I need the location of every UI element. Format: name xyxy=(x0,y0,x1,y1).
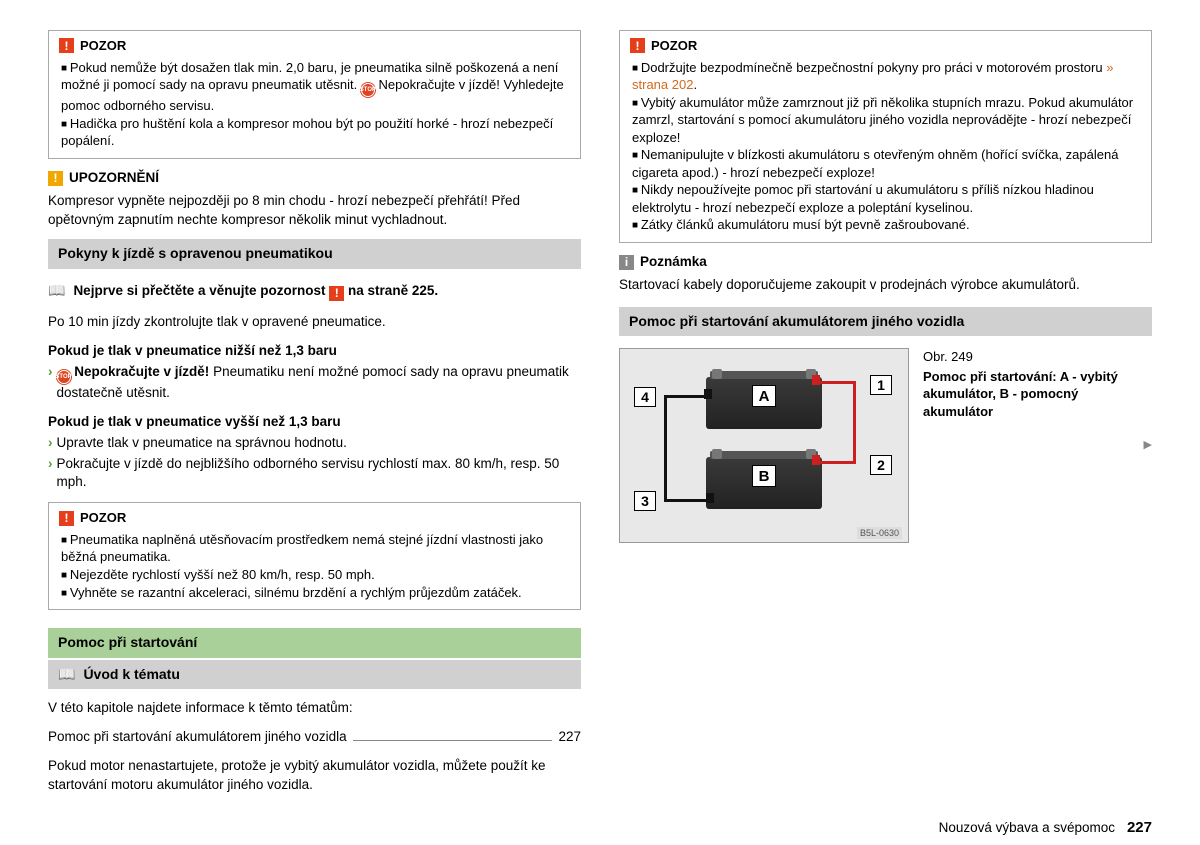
list-item: Zátky článků akumulátoru musí být pevně … xyxy=(632,216,1141,234)
warning-icon: ! xyxy=(59,511,74,526)
note-title: Poznámka xyxy=(640,253,707,272)
battery-label-b: B xyxy=(752,465,776,487)
battery-label-a: A xyxy=(752,385,776,407)
list-item: ›STOP Nepokračujte v jízdě! Pneumatiku n… xyxy=(48,363,581,403)
list-item: Vybitý akumulátor může zamrznout již při… xyxy=(632,94,1141,147)
battery-a: A xyxy=(706,377,822,429)
chevron-icon: › xyxy=(48,363,53,403)
clamp-icon xyxy=(812,375,820,385)
warning-title: POZOR xyxy=(80,509,126,527)
note-text: Startovací kabely doporučujeme zakoupit … xyxy=(619,276,1152,295)
warning-items: Pneumatika naplněná utěsňovacím prostřed… xyxy=(59,531,570,601)
figure-caption: Obr. 249 Pomoc při startování: A - vybit… xyxy=(923,348,1130,543)
list-item: Pokud nemůže být dosažen tlak min. 2,0 b… xyxy=(61,59,570,115)
notice-text: Kompresor vypněte nejpozději po 8 min ch… xyxy=(48,192,581,230)
cable-black xyxy=(664,499,710,502)
list-item: ›Upravte tlak v pneumatice na správnou h… xyxy=(48,434,581,453)
clamp-icon xyxy=(706,493,714,503)
right-column: ! POZOR Dodržujte bezpodmínečně bezpečno… xyxy=(619,30,1152,805)
list-item: Hadička pro huštění kola a kompresor moh… xyxy=(61,115,570,150)
book-icon xyxy=(48,281,65,301)
outro-text: Pokud motor nenastartujete, protože je v… xyxy=(48,757,581,795)
toc-page: 227 xyxy=(558,728,581,747)
figure-code: B5L-0630 xyxy=(857,527,902,540)
warning-box-pozor-right: ! POZOR Dodržujte bezpodmínečně bezpečno… xyxy=(619,30,1152,243)
footer-page-number: 227 xyxy=(1127,817,1152,838)
stop-icon: STOP xyxy=(57,370,71,384)
subsection-title: Úvod k tématu xyxy=(83,665,179,685)
warning-icon: ! xyxy=(630,38,645,53)
warning-items: Pokud nemůže být dosažen tlak min. 2,0 b… xyxy=(59,59,570,150)
page-footer: Nouzová výbava a svépomoc 227 xyxy=(48,805,1152,838)
list-item: Nemanipulujte v blízkosti akumulátoru s … xyxy=(632,146,1141,181)
list-item: Dodržujte bezpodmínečně bezpečnostní pok… xyxy=(632,59,1141,94)
left-column: ! POZOR Pokud nemůže být dosažen tlak mi… xyxy=(48,30,581,805)
figure-row: A B 1 2 xyxy=(619,348,1152,543)
clamp-icon xyxy=(704,389,712,399)
battery-b: B xyxy=(706,457,822,509)
heading-low-pressure: Pokud je tlak v pneumatice nižší než 1,3… xyxy=(48,342,581,361)
list-item: Nejezděte rychlostí vyšší než 80 km/h, r… xyxy=(61,566,570,584)
section-heading-jumpstart: Pomoc při startování xyxy=(48,628,581,658)
continue-arrow-icon: ▶ xyxy=(1144,438,1152,453)
footer-section: Nouzová výbava a svépomoc xyxy=(939,819,1115,838)
list-item: ›Pokračujte v jízdě do nejbližšího odbor… xyxy=(48,455,581,493)
callout-1: 1 xyxy=(870,375,892,395)
figure-number: Obr. 249 xyxy=(923,348,1130,366)
callout-3: 3 xyxy=(634,491,656,511)
cable-red xyxy=(853,381,856,463)
figure-caption-text: Pomoc při startování: A - vybitý akumulá… xyxy=(923,368,1130,421)
intro-text: V této kapitole najdete informace k těmt… xyxy=(48,699,581,718)
section-heading-jump-other: Pomoc při startování akumulátorem jiného… xyxy=(619,307,1152,337)
warning-box-pozor-2: ! POZOR Pneumatika naplněná utěsňovacím … xyxy=(48,502,581,610)
chevron-icon: › xyxy=(48,434,53,453)
warning-icon: ! xyxy=(329,286,344,301)
notice-block: ! UPOZORNĚNÍ Kompresor vypněte nejpozděj… xyxy=(48,169,581,230)
subsection-intro: Úvod k tématu xyxy=(48,660,581,690)
high-pressure-list: ›Upravte tlak v pneumatice na správnou h… xyxy=(48,434,581,493)
cable-red xyxy=(818,461,856,464)
low-pressure-list: ›STOP Nepokračujte v jízdě! Pneumatiku n… xyxy=(48,363,581,403)
book-icon xyxy=(58,665,75,685)
toc-entry[interactable]: Pomoc při startování akumulátorem jiného… xyxy=(48,728,581,747)
clamp-icon xyxy=(812,455,820,465)
warning-items: Dodržujte bezpodmínečně bezpečnostní pok… xyxy=(630,59,1141,234)
callout-4: 4 xyxy=(634,387,656,407)
list-item: Vyhněte se razantní akceleraci, silnému … xyxy=(61,584,570,602)
cable-black xyxy=(664,395,667,501)
note-block: i Poznámka Startovací kabely doporučujem… xyxy=(619,253,1152,295)
cable-black xyxy=(664,395,708,398)
list-item: Pneumatika naplněná utěsňovacím prostřed… xyxy=(61,531,570,566)
read-first-text-b: na straně 225. xyxy=(348,283,438,298)
cable-red xyxy=(818,381,856,384)
warning-title: POZOR xyxy=(651,37,697,55)
info-icon: i xyxy=(619,255,634,270)
toc-leader xyxy=(353,740,553,741)
warning-icon: ! xyxy=(59,38,74,53)
list-item: Nikdy nepoužívejte pomoc při startování … xyxy=(632,181,1141,216)
stop-icon: STOP xyxy=(361,83,375,97)
figure-jumpstart: A B 1 2 xyxy=(619,348,909,543)
para-check-pressure: Po 10 min jízdy zkontrolujte tlak v opra… xyxy=(48,313,581,332)
toc-label: Pomoc při startování akumulátorem jiného… xyxy=(48,728,347,747)
warning-box-pozor-1: ! POZOR Pokud nemůže být dosažen tlak mi… xyxy=(48,30,581,159)
read-first-row: Nejprve si přečtěte a věnujte pozornost … xyxy=(48,281,581,301)
heading-high-pressure: Pokud je tlak v pneumatice vyšší než 1,3… xyxy=(48,413,581,432)
read-first-text-a: Nejprve si přečtěte a věnujte pozornost xyxy=(73,283,325,298)
callout-2: 2 xyxy=(870,455,892,475)
notice-icon: ! xyxy=(48,171,63,186)
chevron-icon: › xyxy=(48,455,53,493)
warning-title: POZOR xyxy=(80,37,126,55)
section-heading-tire: Pokyny k jízdě s opravenou pneumatikou xyxy=(48,239,581,269)
notice-title: UPOZORNĚNÍ xyxy=(69,169,159,188)
